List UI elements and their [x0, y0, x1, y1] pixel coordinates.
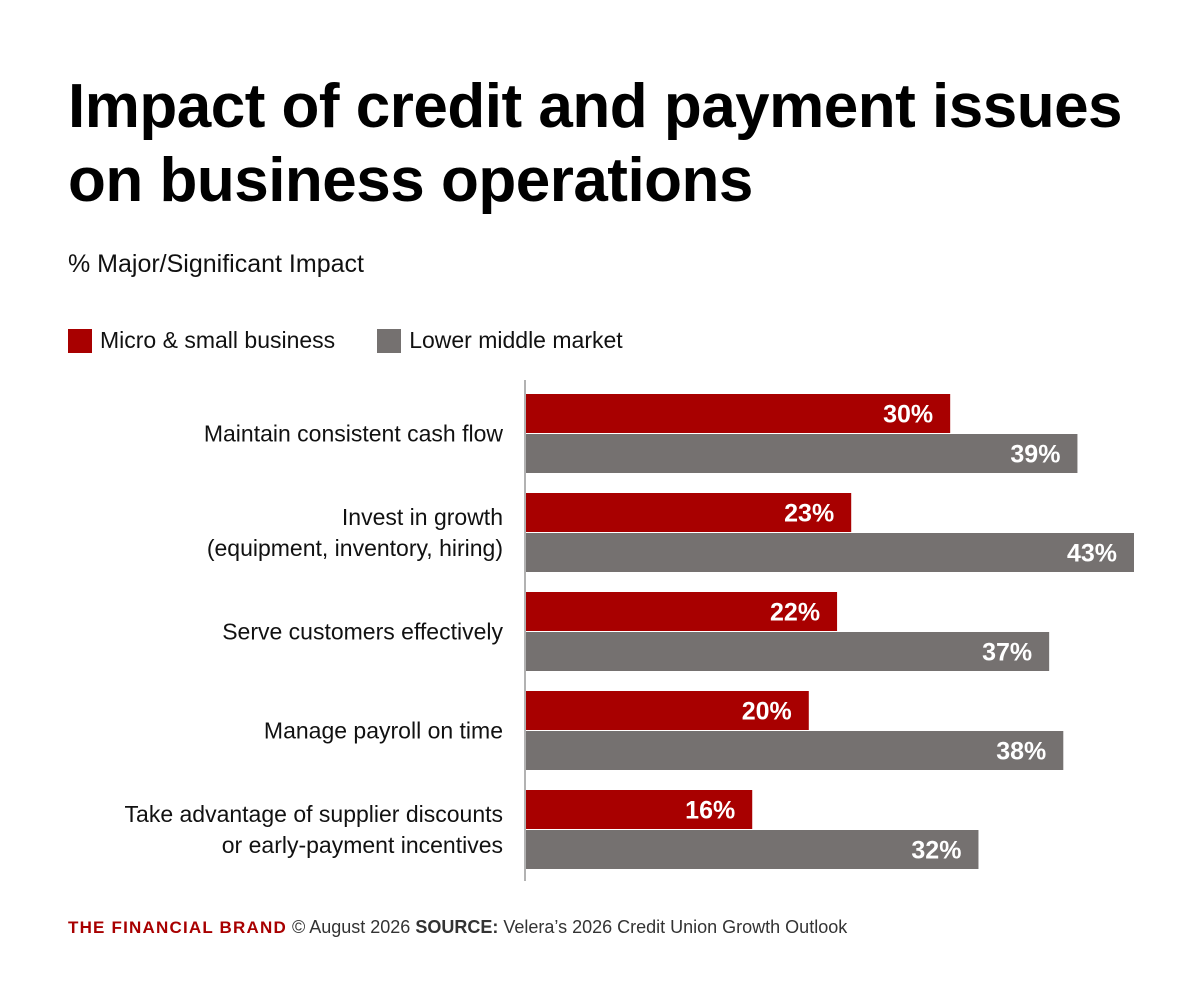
legend-swatch-series-1 — [68, 328, 92, 353]
data-label: 32% — [911, 837, 961, 865]
footer: THE FINANCIAL BRAND © August 2026 SOURCE… — [68, 917, 847, 938]
bar-series-2 — [526, 731, 1064, 770]
legend-item-series-2: Lower middle market — [377, 327, 623, 354]
category-label: Take advantage of supplier discounts — [125, 801, 503, 827]
category-label: Maintain consistent cash flow — [204, 421, 504, 447]
legend: Micro & small business Lower middle mark… — [68, 327, 665, 354]
bar-series-2 — [526, 632, 1050, 671]
legend-label-series-2: Lower middle market — [409, 327, 623, 353]
data-label: 43% — [1067, 540, 1117, 568]
brand-logo: THE FINANCIAL BRAND — [68, 918, 287, 937]
source-text: Velera’s 2026 Credit Union Growth Outloo… — [503, 917, 848, 937]
category-label: or early-payment incentives — [222, 832, 503, 858]
bar-series-1 — [526, 691, 809, 730]
bar-series-1 — [526, 592, 838, 631]
category-label: (equipment, inventory, hiring) — [207, 535, 503, 561]
data-label: 22% — [770, 599, 820, 627]
category-label: Invest in growth — [342, 504, 503, 530]
data-label: 23% — [784, 500, 834, 528]
data-label: 37% — [982, 639, 1032, 667]
data-label: 39% — [1010, 441, 1060, 469]
data-label: 38% — [996, 738, 1046, 766]
legend-swatch-series-2 — [377, 328, 402, 353]
bar-series-1 — [526, 790, 753, 829]
category-label: Manage payroll on time — [264, 718, 503, 744]
bar-series-2 — [526, 533, 1134, 572]
chart-title: Impact of credit and payment issues on b… — [68, 72, 1123, 215]
category-label: Serve customers effectively — [222, 619, 503, 645]
bar-chart: Maintain consistent cash flow 30% 39% Inves… — [125, 380, 1134, 881]
copyright-date: © August 2026 — [291, 917, 411, 937]
bar-series-2 — [526, 434, 1078, 473]
source-label: SOURCE: — [415, 917, 499, 937]
legend-item-series-1: Micro & small business — [68, 327, 335, 354]
bar-series-2 — [526, 830, 979, 869]
bar-series-1 — [526, 493, 852, 532]
data-label: 16% — [685, 797, 735, 825]
bar-series-1 — [526, 394, 951, 433]
data-label: 20% — [742, 698, 792, 726]
legend-label-series-1: Micro & small business — [100, 327, 336, 353]
chart-subtitle: % Major/Significant Impact — [68, 250, 364, 278]
data-label: 30% — [883, 401, 933, 429]
